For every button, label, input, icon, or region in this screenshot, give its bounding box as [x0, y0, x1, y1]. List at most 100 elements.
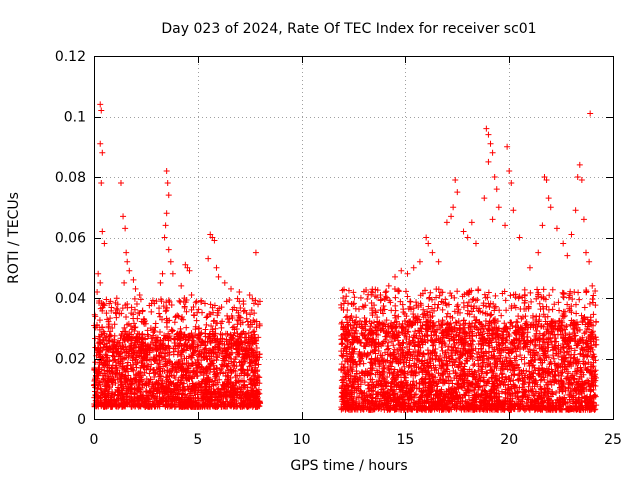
data-point — [246, 395, 253, 402]
data-point — [190, 339, 197, 346]
data-point — [198, 380, 205, 387]
data-point — [247, 311, 254, 318]
data-point — [101, 341, 108, 348]
data-point — [250, 317, 257, 324]
data-point — [131, 393, 138, 400]
data-point — [230, 392, 237, 399]
data-point — [199, 403, 206, 410]
data-point — [133, 334, 140, 341]
data-point — [182, 398, 189, 405]
data-point — [129, 357, 136, 364]
data-point — [171, 385, 178, 392]
data-point — [582, 329, 589, 336]
data-point — [96, 317, 103, 324]
data-point — [145, 392, 152, 399]
data-point — [154, 338, 161, 345]
data-point — [179, 314, 186, 321]
data-point — [137, 365, 144, 372]
data-point — [150, 329, 157, 336]
data-point — [160, 401, 167, 408]
data-point — [122, 391, 129, 398]
data-point — [145, 363, 152, 370]
data-point — [175, 313, 182, 320]
data-point — [250, 389, 257, 396]
data-point — [213, 373, 220, 380]
data-point — [198, 298, 205, 305]
data-point — [159, 383, 166, 390]
data-point — [236, 298, 243, 305]
data-point — [203, 345, 210, 352]
data-point — [115, 345, 122, 352]
data-point — [172, 345, 179, 352]
data-point — [136, 353, 143, 360]
data-point — [165, 391, 172, 398]
data-point — [248, 333, 255, 340]
data-point — [220, 357, 227, 364]
data-point — [106, 331, 113, 338]
data-point — [183, 342, 190, 349]
data-point — [100, 376, 107, 383]
data-point — [563, 323, 570, 330]
data-point — [175, 342, 182, 349]
data-point — [215, 390, 222, 397]
data-point — [255, 361, 262, 368]
data-point — [155, 377, 162, 384]
data-point — [132, 376, 139, 383]
data-point — [138, 376, 145, 383]
data-point — [99, 391, 106, 398]
data-point — [127, 385, 134, 392]
data-point — [212, 325, 219, 332]
data-point — [99, 372, 106, 379]
data-point — [236, 314, 243, 321]
data-point — [212, 403, 219, 410]
data-point — [245, 345, 252, 352]
data-point — [232, 374, 239, 381]
data-point — [156, 310, 163, 317]
data-point — [209, 402, 216, 409]
data-point — [169, 328, 176, 335]
data-point — [452, 319, 459, 326]
data-point — [216, 367, 223, 374]
data-point — [134, 338, 141, 345]
data-point — [142, 380, 149, 387]
data-point — [252, 297, 259, 304]
data-point — [118, 372, 125, 379]
data-point — [190, 311, 197, 318]
data-point — [234, 321, 241, 328]
data-point — [183, 336, 190, 343]
data-point — [112, 299, 119, 306]
data-point — [163, 362, 170, 369]
data-point — [224, 376, 231, 383]
data-point — [165, 343, 172, 350]
data-point — [185, 376, 192, 383]
data-point — [138, 335, 145, 342]
data-point — [132, 360, 139, 367]
data-point — [98, 366, 105, 373]
data-point — [197, 342, 204, 349]
data-point — [244, 318, 251, 325]
data-point — [133, 301, 140, 308]
data-point — [114, 392, 121, 399]
data-point — [105, 345, 112, 352]
data-point — [550, 355, 557, 362]
data-point — [223, 353, 230, 360]
data-point — [195, 352, 202, 359]
data-point — [231, 329, 238, 336]
data-point — [167, 368, 174, 375]
data-point — [112, 359, 119, 366]
data-point — [254, 354, 261, 361]
data-point — [230, 358, 237, 365]
data-point — [148, 335, 155, 342]
data-point — [156, 359, 163, 366]
data-point — [108, 369, 115, 376]
data-point — [92, 366, 99, 373]
data-point — [169, 360, 176, 367]
data-point — [192, 359, 199, 366]
data-point — [163, 307, 170, 314]
data-point — [198, 369, 205, 376]
data-point — [206, 353, 213, 360]
data-point — [229, 396, 236, 403]
data-point — [196, 325, 203, 332]
data-point — [217, 399, 224, 406]
data-point — [153, 387, 160, 394]
